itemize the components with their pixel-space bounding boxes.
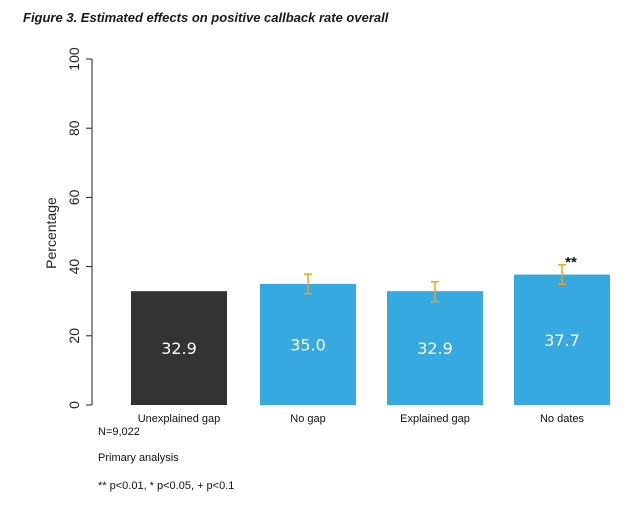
bar xyxy=(514,274,610,405)
x-category-label: Unexplained gap xyxy=(138,413,221,425)
bar xyxy=(387,291,483,405)
y-tick-label: 100 xyxy=(66,47,82,71)
bar-value-label: 32.9 xyxy=(161,339,197,358)
bar-value-label: 35.0 xyxy=(290,335,326,354)
bar xyxy=(131,291,227,405)
bar xyxy=(260,283,356,405)
sample-size-note: N=9,022 xyxy=(98,426,140,438)
significance-marker: ** xyxy=(565,254,577,271)
y-tick-label: 60 xyxy=(66,189,82,205)
y-tick-label: 80 xyxy=(66,120,82,136)
significance-note: ** p<0.01, * p<0.05, + p<0.1 xyxy=(98,480,235,492)
y-tick-label: 0 xyxy=(66,401,82,409)
y-tick-label: 20 xyxy=(66,328,82,344)
bar-value-label: 32.9 xyxy=(417,339,453,358)
y-tick-label: 40 xyxy=(66,259,82,275)
x-category-label: Explained gap xyxy=(400,413,470,425)
figure-title: Figure 3. Estimated effects on positive … xyxy=(23,10,389,25)
x-category-label: No dates xyxy=(540,413,585,425)
y-axis-label: Percentage xyxy=(43,197,59,269)
analysis-note: Primary analysis xyxy=(98,452,179,464)
bar-value-label: 37.7 xyxy=(544,331,580,350)
x-category-label: No gap xyxy=(290,413,325,425)
